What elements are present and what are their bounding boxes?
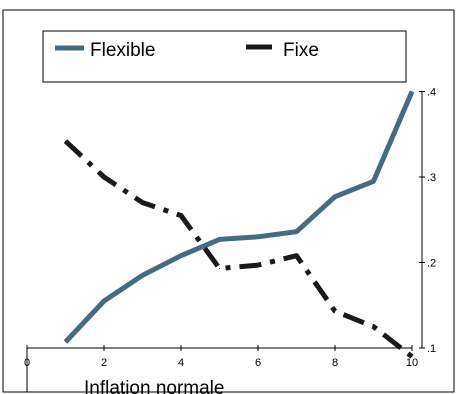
x-axis: 0246810 xyxy=(24,345,418,392)
data-point-fixe-10 xyxy=(411,356,413,358)
x-tick-label: 10 xyxy=(406,357,418,369)
data-point-flexible-8 xyxy=(334,196,336,198)
x-tick-label: 2 xyxy=(101,357,107,369)
data-point-fixe-4 xyxy=(180,215,182,216)
legend: Flexible Fixe xyxy=(42,30,407,83)
data-point-fixe-8 xyxy=(334,310,336,312)
x-axis-title: Inflation normale xyxy=(84,378,224,394)
data-point-flexible-1 xyxy=(65,341,66,343)
data-point-flexible-9 xyxy=(373,180,374,182)
y-axis: .1 .2 .3 .4 xyxy=(419,87,436,355)
y-tick-label: .2 xyxy=(427,258,436,270)
x-tick-label: 8 xyxy=(332,357,338,369)
data-point-fixe-1 xyxy=(65,140,66,142)
plot-frame xyxy=(2,9,455,393)
data-point-flexible-5 xyxy=(219,238,220,240)
data-point-fixe-7 xyxy=(296,255,297,257)
legend-label-flexible: Flexible xyxy=(90,40,155,61)
data-point-flexible-4 xyxy=(180,255,182,257)
data-point-flexible-2 xyxy=(103,300,105,302)
x-tick-label: 6 xyxy=(255,357,261,369)
data-point-flexible-10 xyxy=(411,91,413,92)
data-point-flexible-3 xyxy=(142,274,143,276)
series-layer xyxy=(63,90,415,359)
y-tick-label: .4 xyxy=(427,87,436,99)
x-tick-label: 4 xyxy=(178,357,184,369)
y-tick-label: .1 xyxy=(427,343,436,355)
data-point-flexible-6 xyxy=(257,236,259,238)
data-point-fixe-3 xyxy=(142,202,143,204)
series-line-fixe xyxy=(63,139,414,359)
y-tick-label: .3 xyxy=(427,172,436,184)
legend-box xyxy=(42,30,407,83)
legend-label-fixe: Fixe xyxy=(283,40,319,61)
data-point-fixe-9 xyxy=(373,326,374,328)
data-point-flexible-7 xyxy=(296,231,297,233)
series-line-flexible xyxy=(63,90,415,344)
data-point-fixe-5 xyxy=(219,268,220,269)
data-point-fixe-6 xyxy=(257,264,259,266)
data-point-fixe-2 xyxy=(103,176,105,178)
